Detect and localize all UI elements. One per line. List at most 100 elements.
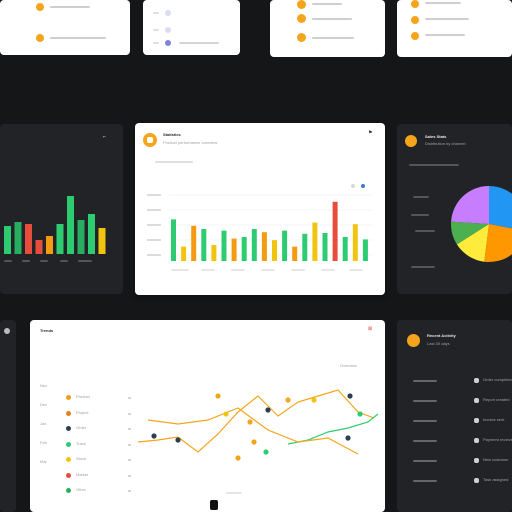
legend-dot xyxy=(66,488,71,493)
coin-icon xyxy=(297,14,306,23)
bar-mark xyxy=(4,226,11,254)
bar-mark xyxy=(251,229,257,261)
range-toggle-active[interactable] xyxy=(361,184,365,188)
trends-card: Trends ⊠ Overview Nov Dec Jan Feb Mar Produc… xyxy=(30,320,385,512)
bar-mark xyxy=(211,245,217,261)
status-icon xyxy=(165,27,171,33)
coin-icon xyxy=(411,16,419,24)
pie-slice xyxy=(489,186,512,229)
row-meta xyxy=(413,380,437,382)
bar-mark xyxy=(282,230,288,261)
bar-mark xyxy=(261,232,267,261)
bar-mark xyxy=(362,239,368,261)
side-label: Feb xyxy=(40,440,47,445)
pie-slice xyxy=(456,224,489,262)
legend-dot xyxy=(66,441,71,447)
bar-mark xyxy=(231,238,237,261)
menu-icon[interactable]: ⌐ xyxy=(103,134,106,140)
left-bar-chart xyxy=(4,196,106,254)
range-dropdown[interactable]: Overview xyxy=(340,363,357,368)
bar-mark xyxy=(181,246,187,261)
row-value xyxy=(128,490,131,492)
row-meta xyxy=(413,460,437,462)
bar-mark xyxy=(98,228,106,254)
bar-mark xyxy=(312,222,318,261)
y-tick-label xyxy=(147,224,161,226)
coin-icon xyxy=(36,34,44,42)
series-point xyxy=(235,455,241,461)
bar-mark xyxy=(67,196,74,254)
legend-dot xyxy=(66,426,71,431)
settings-icon[interactable]: ⚑ xyxy=(368,130,373,136)
document-icon xyxy=(474,438,479,443)
card-title: Sales Stats xyxy=(425,134,447,139)
top-card-3 xyxy=(270,0,385,57)
series-point xyxy=(263,449,269,455)
y-tick-label xyxy=(147,254,161,256)
left-sliver-card xyxy=(0,320,16,512)
side-label: Dec xyxy=(40,402,48,407)
series-point xyxy=(347,393,353,399)
top-card-2 xyxy=(143,0,240,55)
statistics-card: Statistics Product performance overview … xyxy=(135,123,385,295)
bar-mark xyxy=(171,219,176,261)
card-subtitle: Product performance overview xyxy=(163,140,218,145)
range-toggle[interactable] xyxy=(351,184,355,188)
activity-label: Report created xyxy=(483,397,510,402)
bar-mark xyxy=(191,225,197,261)
bar-mark xyxy=(302,233,308,261)
bar-mark xyxy=(342,237,348,261)
card-title: Recent Activity xyxy=(427,333,456,338)
bar-mark xyxy=(221,230,227,261)
document-icon xyxy=(474,398,479,403)
coin-icon xyxy=(411,32,419,40)
series-point xyxy=(151,433,157,439)
activity-card: Recent Activity Last 30 days Order compl… xyxy=(397,320,512,512)
bar-mark xyxy=(292,246,298,261)
top-card-1 xyxy=(0,0,130,55)
bar-mark xyxy=(332,201,338,261)
row-meta xyxy=(413,440,437,442)
bar-mark xyxy=(272,240,277,261)
legend-label: Product xyxy=(76,394,90,399)
close-icon[interactable]: ⊠ xyxy=(368,326,373,332)
legend-label: Other xyxy=(76,487,87,492)
sales-pie-card: Sales Stats Distribution by channel xyxy=(397,124,512,294)
brand-logo-icon xyxy=(407,334,420,347)
series-point xyxy=(357,411,363,417)
coin-icon xyxy=(36,3,44,11)
series-point xyxy=(345,435,351,441)
row-value xyxy=(128,428,131,430)
bar-mark xyxy=(14,222,22,254)
y-tick-label xyxy=(147,209,161,211)
series-line xyxy=(287,413,378,445)
legend-label: Project xyxy=(76,409,89,415)
series-point xyxy=(265,407,271,413)
left-bar-card: ⌐ xyxy=(0,124,123,294)
activity-label: New customer xyxy=(483,457,509,462)
bar-mark xyxy=(322,233,328,261)
row-value xyxy=(128,397,131,399)
row-value xyxy=(128,443,131,446)
row-meta xyxy=(413,480,437,482)
y-tick-label xyxy=(147,194,161,196)
bar-mark xyxy=(25,224,32,254)
sales-pie-chart xyxy=(451,186,512,263)
coin-icon xyxy=(297,0,306,9)
legend-dot xyxy=(66,457,71,462)
brand-logo-icon xyxy=(405,135,417,147)
series-point xyxy=(251,439,257,445)
bar-mark xyxy=(201,229,207,261)
series-point xyxy=(215,393,221,399)
series-point xyxy=(247,419,253,425)
coin-icon xyxy=(411,0,419,8)
chevron-icon[interactable] xyxy=(210,500,218,510)
activity-label: Payment received xyxy=(483,437,512,442)
legend-label: Market xyxy=(76,471,89,477)
series-point xyxy=(311,397,317,403)
legend-label: Order xyxy=(76,425,87,430)
side-label: Nov xyxy=(40,383,48,388)
legend-dot xyxy=(66,410,71,416)
side-label: Jan xyxy=(40,421,47,426)
legend-label: Stock xyxy=(76,456,87,461)
